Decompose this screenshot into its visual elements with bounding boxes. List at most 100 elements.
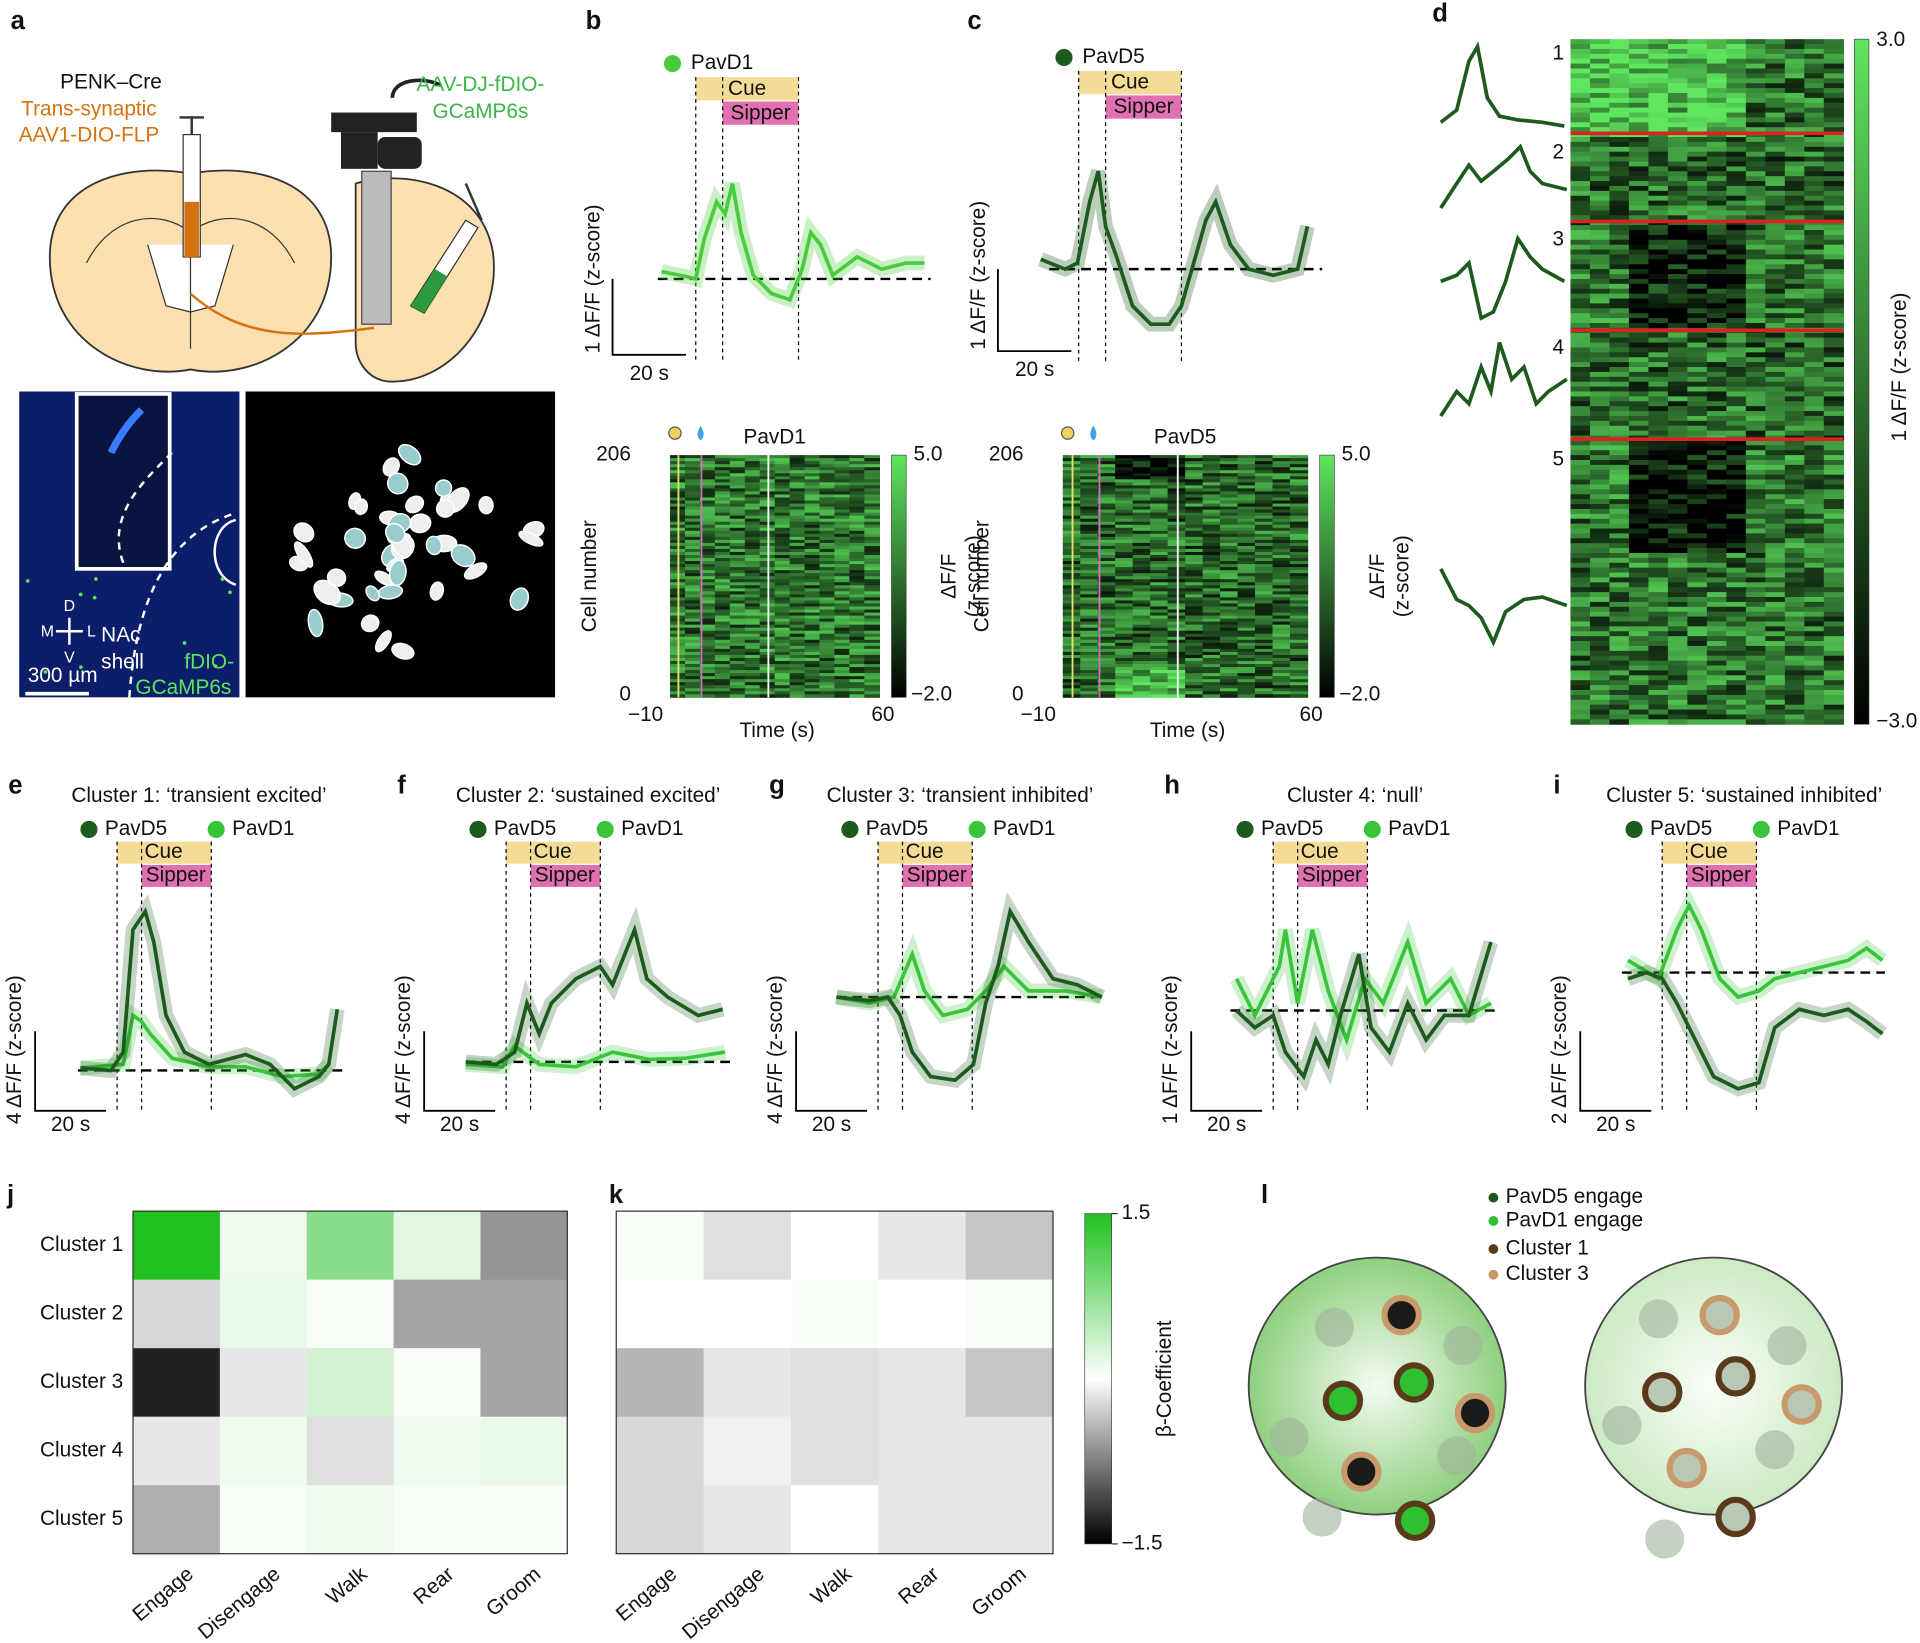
heatmap-texture — [1255, 600, 1274, 604]
heatmap-texture — [849, 648, 866, 653]
heatmap-texture — [1097, 473, 1116, 477]
heatmap-texture — [1628, 606, 1650, 613]
heatmap-texture — [1823, 415, 1845, 422]
heatmap-texture — [1765, 499, 1786, 505]
heatmap-texture — [1667, 151, 1689, 158]
heatmap-texture — [1784, 606, 1806, 613]
heatmap-texture — [729, 509, 746, 514]
heatmap-texture — [804, 494, 821, 498]
heatmap-texture — [789, 515, 806, 520]
heatmap-texture — [834, 691, 851, 695]
heatmap-texture — [1784, 78, 1806, 84]
heatmap-texture — [1745, 112, 1767, 118]
heatmap-texture — [1220, 694, 1239, 698]
heatmap-texture — [1765, 459, 1786, 466]
heatmap-texture — [1255, 636, 1274, 641]
heatmap-texture — [774, 648, 791, 653]
heatmap-texture — [1804, 318, 1825, 324]
heatmap-texture — [1255, 685, 1274, 689]
heatmap-texture — [1745, 83, 1767, 89]
heatmap-texture — [1784, 44, 1806, 50]
heatmap-texture — [1648, 371, 1669, 378]
heatmap-texture — [685, 482, 701, 486]
heatmap-texture — [1628, 450, 1650, 456]
expression-label: fDIO- — [184, 651, 234, 674]
heatmap-texture — [819, 594, 836, 598]
heatmap-texture — [1648, 259, 1669, 265]
heatmap-texture — [1745, 606, 1767, 613]
heatmap-texture — [1255, 603, 1274, 607]
heatmap-texture — [1726, 518, 1747, 525]
x-scale-label: 20 s — [812, 1113, 851, 1136]
heatmap-texture — [1628, 342, 1650, 348]
heatmap-texture — [1804, 626, 1825, 632]
cue-icon — [1060, 426, 1075, 440]
heatmap-texture — [1823, 161, 1845, 167]
heatmap-texture — [1628, 411, 1650, 417]
heatmap-texture — [1706, 146, 1728, 153]
heatmap-cell — [616, 1348, 705, 1418]
heatmap-texture — [1080, 633, 1099, 638]
heatmap-texture — [1765, 318, 1786, 324]
heatmap-texture — [714, 673, 731, 677]
heatmap-texture — [1628, 58, 1650, 65]
heatmap-texture — [1628, 504, 1650, 510]
heatmap-texture — [1667, 455, 1689, 461]
heatmap-texture — [1687, 102, 1708, 109]
heatmap-texture — [1745, 249, 1767, 255]
heatmap-texture — [1823, 636, 1845, 642]
heatmap-texture — [1804, 601, 1825, 608]
heatmap-texture — [1167, 667, 1186, 671]
heatmap-texture — [804, 691, 821, 695]
heatmap-texture — [789, 561, 806, 565]
heatmap-texture — [1202, 597, 1221, 601]
heatmap-texture — [1115, 600, 1134, 604]
heatmap-texture — [744, 470, 761, 474]
heatmap-texture — [1237, 485, 1256, 489]
heatmap-texture — [1202, 600, 1221, 604]
heatmap-texture — [1570, 479, 1591, 485]
heatmap-texture — [1570, 63, 1591, 69]
heatmap-texture — [685, 518, 701, 523]
heatmap-texture — [1667, 127, 1689, 133]
heatmap-texture — [1804, 215, 1825, 221]
heatmap-texture — [714, 654, 731, 659]
heatmap-texture — [1115, 612, 1134, 617]
heatmap-texture — [1667, 474, 1689, 481]
heatmap-texture — [1804, 83, 1825, 89]
heatmap-texture — [1726, 406, 1747, 412]
heatmap-texture — [834, 536, 851, 541]
heatmap-texture — [729, 558, 746, 562]
heatmap-texture — [1706, 274, 1728, 280]
heatmap-texture — [789, 633, 806, 638]
heatmap-texture — [1706, 406, 1728, 412]
heatmap-texture — [1765, 239, 1786, 246]
heatmap-texture — [1132, 524, 1151, 529]
heatmap-texture — [789, 673, 806, 677]
heatmap-texture — [1765, 523, 1786, 529]
heatmap-texture — [774, 585, 791, 589]
heatmap-texture — [1687, 141, 1708, 148]
heatmap-texture — [1237, 503, 1256, 508]
heatmap-texture — [849, 548, 866, 553]
heatmap-texture — [1648, 415, 1669, 422]
heatmap-texture — [729, 524, 746, 529]
heatmap-texture — [1667, 234, 1689, 241]
heatmap-texture — [729, 515, 746, 520]
heatmap-texture — [1706, 39, 1728, 45]
heatmap-texture — [1237, 470, 1256, 474]
cluster-neuron — [1642, 1372, 1683, 1413]
heatmap-texture — [1784, 181, 1806, 187]
heatmap-texture — [1570, 694, 1591, 701]
heatmap-texture — [1150, 615, 1169, 620]
heatmap-texture — [1745, 308, 1767, 314]
heatmap-texture — [834, 651, 851, 656]
heatmap-texture — [1150, 530, 1169, 535]
heatmap-texture — [849, 527, 866, 532]
heatmap-texture — [864, 603, 880, 607]
colorbar-tick: 5.0 — [1342, 443, 1371, 466]
heatmap-texture — [744, 500, 761, 505]
heatmap-texture — [1667, 288, 1689, 295]
heatmap-texture — [685, 467, 701, 471]
heatmap-texture — [1589, 239, 1611, 246]
